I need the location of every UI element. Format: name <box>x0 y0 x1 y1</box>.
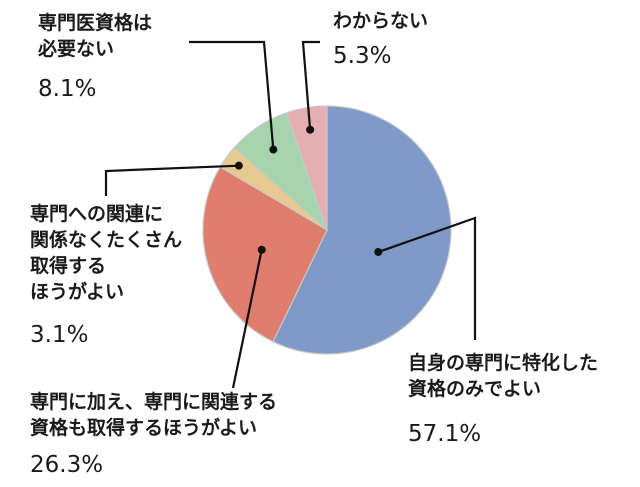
slice-label-dont-know: わからない <box>333 10 428 32</box>
slice-label-line: 専門医資格は <box>38 11 152 34</box>
pie-slices <box>202 105 452 355</box>
slice-label-line: ほうがよい <box>30 280 124 303</box>
slice-label-line: 必要ない <box>37 37 114 60</box>
slice-label-line: 専門に加え、専門に関連する <box>30 390 277 413</box>
leader-line-dont-know <box>301 40 320 130</box>
pie-slice-specialty-only <box>272 105 452 355</box>
slice-label-line: 自身の専門に特化した <box>408 351 598 374</box>
leader-line-specialty-only <box>377 216 477 340</box>
slice-label-line: 資格も取得するほうがよい <box>30 416 257 439</box>
leader-lines <box>104 40 477 389</box>
slice-label-not-needed: 専門医資格は必要ない <box>37 11 152 60</box>
leader-line-not-needed <box>189 40 275 150</box>
slice-label-line: 関係なくたくさん <box>30 228 182 251</box>
leader-line-related <box>104 164 239 196</box>
slice-label-line: 専門への関連に <box>30 202 163 225</box>
slice-label-line: 資格のみでよい <box>408 377 541 400</box>
slice-labels: 自身の専門に特化した資格のみでよい 57.1% 専門に加え、専門に関連する資格も取得… <box>30 10 598 478</box>
leader-dot-dont-know <box>306 125 315 134</box>
slice-percent-dont-know: 5.3% <box>333 43 391 69</box>
slice-label-specialty-only: 自身の専門に特化した資格のみでよい <box>408 351 598 400</box>
leader-line-both <box>231 249 263 389</box>
pie-slice-both <box>202 166 328 343</box>
slice-label-line: わからない <box>333 10 428 32</box>
leader-dot-not-needed <box>269 145 278 154</box>
slice-label-both: 専門に加え、専門に関連する資格も取得するほうがよい <box>30 390 277 439</box>
slice-label-line: 取得する <box>30 254 106 277</box>
slice-percent-related: 3.1% <box>30 322 88 348</box>
slice-percent-specialty-only: 57.1% <box>408 421 481 447</box>
pie-slice-dont-know <box>285 105 328 231</box>
slice-label-related: 専門への関連に関係なくたくさん取得するほうがよい <box>30 202 182 303</box>
slice-percent-both: 26.3% <box>30 452 103 478</box>
leader-dot-both <box>257 245 266 254</box>
slice-percent-not-needed: 8.1% <box>38 76 96 102</box>
